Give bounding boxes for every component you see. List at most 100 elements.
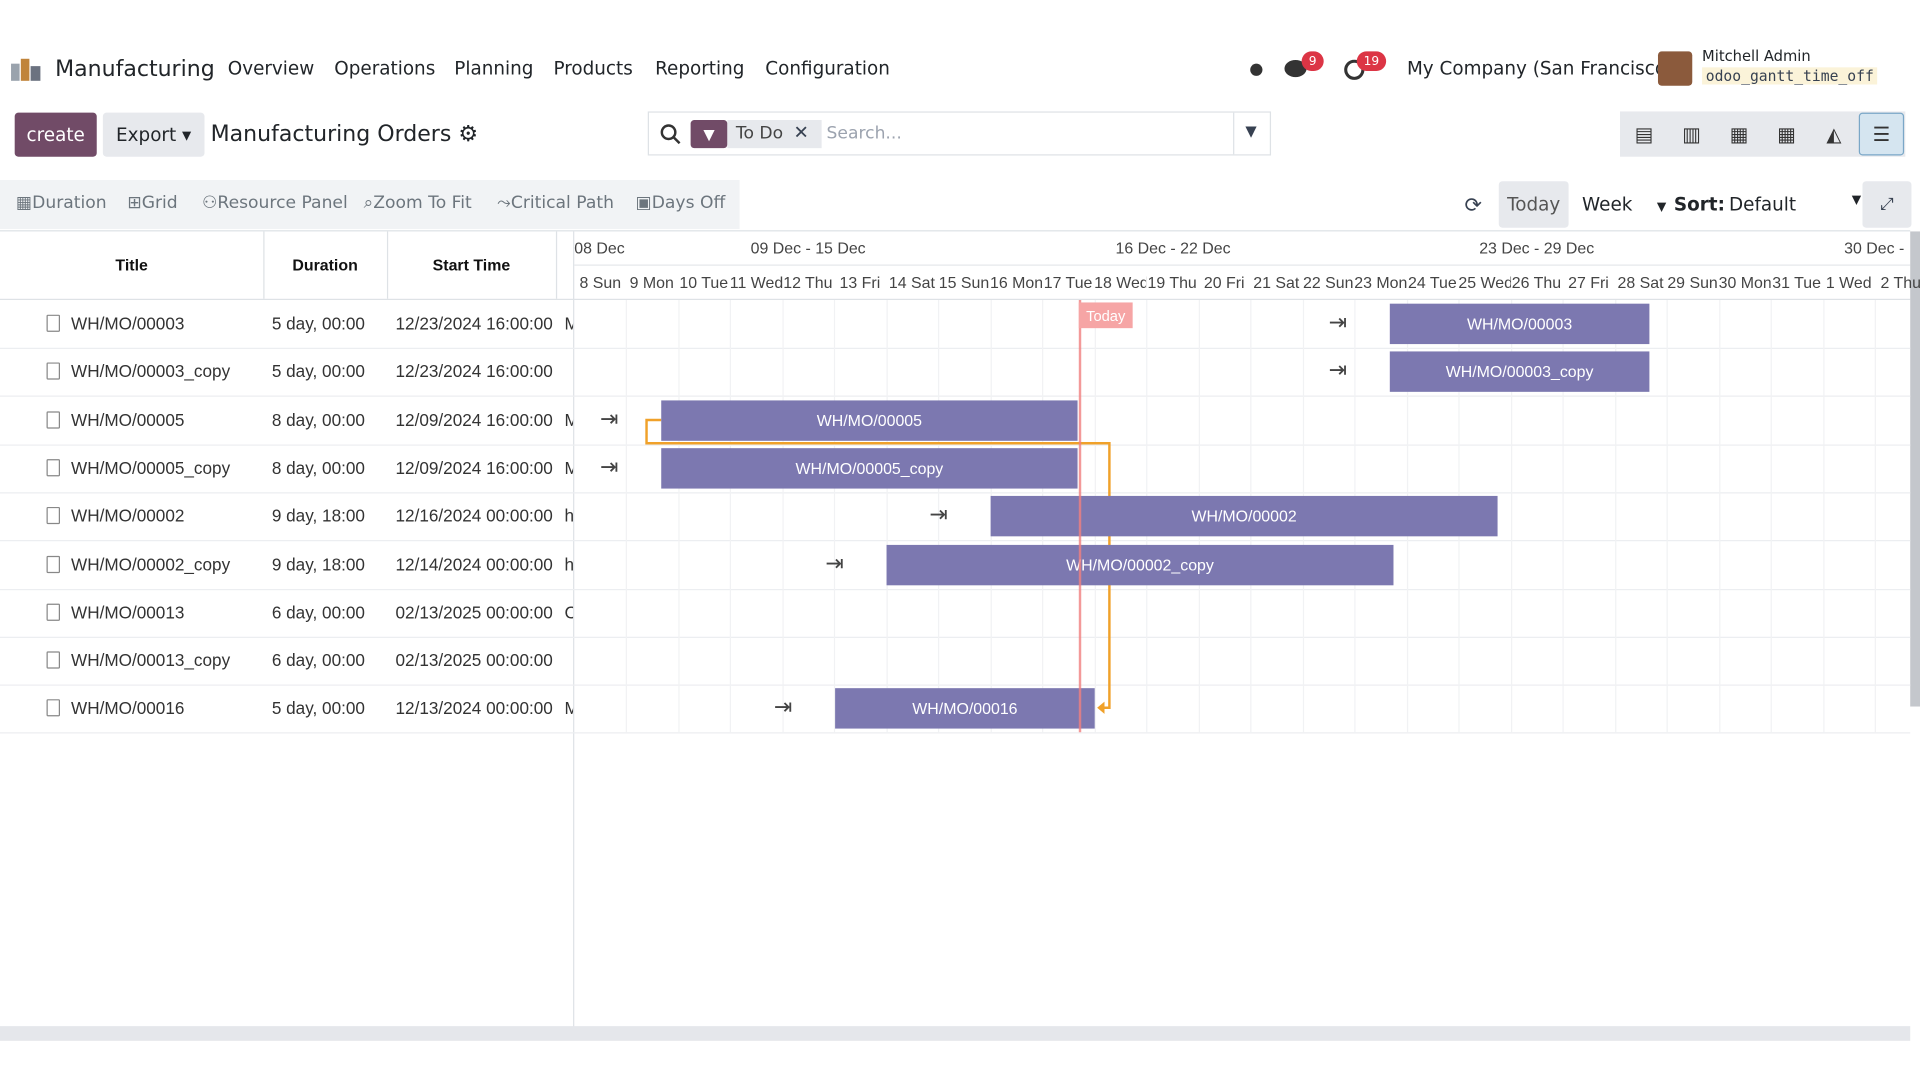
day-label: 10 Tue bbox=[679, 273, 729, 292]
cell-duration: 9 day, 18:00 bbox=[271, 505, 365, 526]
tool-label: Zoom To Fit bbox=[373, 193, 472, 214]
app-name[interactable]: Manufacturing bbox=[55, 56, 215, 83]
tool-button[interactable]: ⌕Zoom To Fit bbox=[364, 193, 472, 213]
tool-icon: ▣ bbox=[635, 193, 652, 214]
gantt-bar[interactable]: WH/MO/00003 bbox=[1389, 303, 1650, 345]
search-toggle[interactable]: ▼ bbox=[1245, 122, 1257, 140]
gantt-bar[interactable]: WH/MO/00002 bbox=[990, 496, 1498, 537]
cell-title[interactable]: WH/MO/00003 bbox=[71, 313, 185, 334]
gantt-bar[interactable]: WH/MO/00003_copy bbox=[1389, 351, 1650, 393]
tool-button[interactable]: ▦Duration bbox=[16, 193, 107, 213]
tool-button[interactable]: ⊞Grid bbox=[127, 193, 177, 213]
menu-item[interactable]: Configuration bbox=[765, 57, 890, 80]
view-button[interactable]: ▥ bbox=[1682, 122, 1701, 146]
scale-select[interactable]: Week ▼ bbox=[1582, 193, 1667, 216]
sort-select[interactable]: Default ▼ bbox=[1728, 193, 1862, 216]
company[interactable]: My Company (San Francisco) bbox=[1406, 57, 1674, 80]
view-button[interactable]: ▦ bbox=[1777, 122, 1796, 146]
create-button[interactable]: create bbox=[14, 112, 97, 157]
sort-value: Default bbox=[1728, 193, 1797, 216]
tool-icon: ⌕ bbox=[363, 193, 374, 214]
tool-button[interactable]: ▣Days Off bbox=[636, 193, 726, 213]
record-icon bbox=[46, 314, 61, 332]
cell-truncated: C bbox=[564, 602, 573, 622]
day-grid-line bbox=[885, 300, 888, 733]
day-label: 23 Mon bbox=[1354, 273, 1407, 292]
refresh-button[interactable]: ⟳ bbox=[1464, 193, 1482, 218]
cell-title[interactable]: WH/MO/00013 bbox=[71, 602, 185, 622]
view-button[interactable]: ▦ bbox=[1729, 122, 1749, 146]
day-grid-line bbox=[1822, 300, 1824, 733]
record-icon bbox=[46, 651, 61, 669]
fullscreen-button[interactable]: ⤢ bbox=[1862, 181, 1912, 228]
view-button[interactable]: ◭ bbox=[1826, 122, 1842, 146]
plan-handle[interactable]: ⇥ bbox=[600, 406, 619, 432]
tool-label: Days Off bbox=[651, 193, 726, 214]
column-header[interactable]: Start Time bbox=[432, 255, 511, 275]
week-label: 23 Dec - 29 Dec bbox=[1479, 238, 1595, 258]
column-divider bbox=[555, 231, 558, 299]
menu-item[interactable]: Planning bbox=[454, 57, 534, 80]
column-header[interactable]: Duration bbox=[292, 255, 358, 275]
column-header[interactable]: Title bbox=[115, 255, 148, 275]
facet-remove[interactable]: ✕ bbox=[793, 121, 809, 144]
row-border bbox=[0, 347, 1911, 349]
day-label: 31 Tue bbox=[1772, 273, 1821, 292]
gantt-bar[interactable]: WH/MO/00005 bbox=[661, 399, 1078, 441]
plan-handle[interactable]: ⇥ bbox=[1328, 309, 1348, 336]
tool-button[interactable]: ⤳Critical Path bbox=[497, 193, 614, 213]
horizontal-scrollbar[interactable] bbox=[0, 1026, 1911, 1041]
plan-handle[interactable]: ⇥ bbox=[929, 502, 948, 528]
tool-icon: ⊞ bbox=[127, 193, 142, 214]
tool-button[interactable]: ⚇Resource Panel bbox=[202, 193, 348, 213]
day-label: 19 Thu bbox=[1147, 273, 1197, 292]
messages-icon[interactable] bbox=[1283, 58, 1310, 80]
record-icon bbox=[46, 603, 61, 621]
cell-title[interactable]: WH/MO/00013_copy bbox=[71, 650, 231, 670]
cell-title[interactable]: WH/MO/00002 bbox=[71, 505, 185, 526]
gantt-bar[interactable]: WH/MO/00005_copy bbox=[661, 448, 1078, 489]
plan-handle[interactable]: ⇥ bbox=[600, 454, 619, 480]
week-label: 16 Dec - 22 Dec bbox=[1115, 238, 1231, 258]
cell-title[interactable]: WH/MO/00002_copy bbox=[71, 554, 231, 574]
day-grid-line bbox=[1510, 300, 1512, 733]
menu-item[interactable]: Overview bbox=[227, 57, 315, 80]
day-grid-line bbox=[1874, 300, 1876, 733]
day-label: 26 Thu bbox=[1511, 273, 1562, 292]
plan-handle[interactable]: ⇥ bbox=[825, 550, 844, 577]
tool-icon: ⚇ bbox=[202, 193, 218, 214]
view-button[interactable]: ▤ bbox=[1634, 122, 1654, 146]
day-label: 24 Tue bbox=[1408, 273, 1457, 292]
menu-item[interactable]: Reporting bbox=[655, 57, 745, 80]
day-label: 17 Tue bbox=[1043, 273, 1093, 292]
gantt-bar[interactable]: WH/MO/00002_copy bbox=[886, 544, 1394, 585]
cell-title[interactable]: WH/MO/00003_copy bbox=[71, 361, 231, 382]
gantt-bar[interactable]: WH/MO/00016 bbox=[835, 688, 1095, 730]
cell-duration: 8 day, 00:00 bbox=[271, 457, 365, 478]
menu-item[interactable]: Products bbox=[553, 57, 633, 80]
app-icon bbox=[11, 58, 41, 81]
avatar[interactable] bbox=[1657, 51, 1693, 86]
cell-start: 02/13/2025 00:00:00 bbox=[395, 650, 553, 670]
cell-title[interactable]: WH/MO/00016 bbox=[71, 698, 185, 719]
search-placeholder[interactable]: Search... bbox=[826, 123, 902, 144]
plan-handle[interactable]: ⇥ bbox=[773, 694, 793, 721]
cell-duration: 5 day, 00:00 bbox=[271, 313, 365, 334]
export-button[interactable]: Export ▾ bbox=[102, 112, 205, 157]
breadcrumb-title: Manufacturing Orders bbox=[210, 121, 452, 147]
debug-icon[interactable] bbox=[1247, 59, 1267, 79]
cell-start: 12/09/2024 16:00:00 bbox=[395, 457, 553, 478]
view-button[interactable]: ☰ bbox=[1858, 112, 1905, 156]
cell-title[interactable]: WH/MO/00005_copy bbox=[71, 457, 231, 478]
search-box[interactable] bbox=[647, 111, 1272, 156]
cell-title[interactable]: WH/MO/00005 bbox=[71, 409, 185, 430]
today-button[interactable]: Today bbox=[1498, 181, 1569, 228]
cell-truncated: h bbox=[564, 506, 573, 526]
user-name[interactable]: Mitchell Admin bbox=[1702, 47, 1811, 65]
cell-truncated: M bbox=[564, 313, 573, 333]
plan-handle[interactable]: ⇥ bbox=[1328, 357, 1348, 384]
vertical-scrollbar[interactable] bbox=[1910, 231, 1920, 707]
menu-item[interactable]: Operations bbox=[334, 57, 436, 80]
